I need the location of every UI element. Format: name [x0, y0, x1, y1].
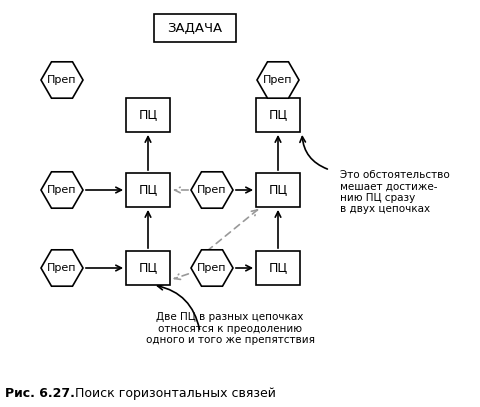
Text: ПЦ: ПЦ	[268, 184, 288, 197]
FancyBboxPatch shape	[154, 14, 236, 42]
FancyBboxPatch shape	[256, 251, 300, 285]
Polygon shape	[257, 62, 299, 98]
Text: Поиск горизонтальных связей: Поиск горизонтальных связей	[67, 387, 276, 400]
FancyBboxPatch shape	[256, 173, 300, 207]
FancyBboxPatch shape	[256, 98, 300, 132]
Text: ПЦ: ПЦ	[138, 184, 157, 197]
Text: Это обстоятельство
мешает достиже-
нию ПЦ сразу
в двух цепочках: Это обстоятельство мешает достиже- нию П…	[340, 170, 450, 214]
Text: Преп: Преп	[263, 75, 293, 85]
Text: Рис. 6.27.: Рис. 6.27.	[5, 387, 75, 400]
Text: ЗАДАЧА: ЗАДАЧА	[168, 22, 223, 35]
Polygon shape	[41, 250, 83, 286]
Text: Преп: Преп	[47, 185, 77, 195]
Text: Две ПЦ в разных цепочках
относятся к преодолению
одного и того же препятствия: Две ПЦ в разных цепочках относятся к пре…	[145, 312, 314, 345]
Text: Преп: Преп	[47, 263, 77, 273]
Polygon shape	[41, 62, 83, 98]
Text: Преп: Преп	[47, 75, 77, 85]
Text: Преп: Преп	[197, 263, 227, 273]
FancyBboxPatch shape	[126, 173, 170, 207]
Text: ПЦ: ПЦ	[138, 109, 157, 122]
FancyBboxPatch shape	[126, 251, 170, 285]
Polygon shape	[41, 172, 83, 208]
FancyBboxPatch shape	[126, 98, 170, 132]
Polygon shape	[191, 172, 233, 208]
Text: ПЦ: ПЦ	[138, 262, 157, 274]
Text: ПЦ: ПЦ	[268, 109, 288, 122]
Polygon shape	[191, 250, 233, 286]
Text: ПЦ: ПЦ	[268, 262, 288, 274]
Text: Преп: Преп	[197, 185, 227, 195]
